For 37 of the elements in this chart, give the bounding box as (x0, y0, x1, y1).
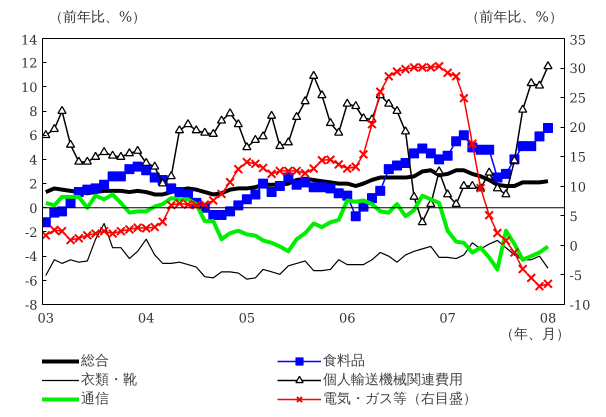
y2-tick-label: 25 (570, 92, 586, 107)
y2-tick-label: 15 (570, 150, 586, 166)
legend-label: 個人輸送機械関連費用 (323, 371, 464, 389)
y-tick-label: 10 (20, 80, 38, 96)
y-axis-title: （前年比、%） (48, 10, 146, 26)
y-tick-label: -6 (24, 274, 38, 290)
y2-tick-label: 35 (570, 34, 586, 48)
x-tick-label: 05 (238, 312, 256, 326)
x-tick-label: 04 (138, 312, 154, 326)
y2-tick-label: -10 (570, 298, 590, 314)
y2-tick-label: 20 (570, 121, 586, 136)
legend-label: 総合 (81, 352, 110, 370)
y-tick-label: 2 (29, 178, 38, 193)
x-tick-label: 03 (38, 312, 54, 326)
y-tick-label: 4 (29, 153, 38, 168)
x-axis-title: （年、月） (500, 326, 570, 343)
y2-tick-label: 0 (570, 239, 578, 254)
y2-tick-label: -5 (570, 268, 582, 284)
y-tick-label: 6 (29, 129, 38, 144)
y2-axis-title: （前年比、%） (465, 10, 563, 26)
x-tick-label: 06 (338, 312, 356, 326)
y2-tick-label: 5 (570, 210, 578, 225)
y2-tick-label: 30 (570, 62, 586, 78)
legend-label: 通信 (81, 390, 110, 408)
y-tick-label: -2 (24, 226, 38, 241)
y-tick-label: 8 (29, 105, 38, 120)
legend-label: 衣類・靴 (81, 371, 138, 389)
x-tick-label: 08 (540, 312, 556, 326)
x-tick-label: 07 (439, 312, 456, 326)
y-tick-label: -8 (24, 298, 38, 314)
legend-label: 電気・ガス等（右目盛） (323, 390, 478, 408)
y2-tick-label: 10 (570, 180, 586, 196)
legend-label: 食料品 (323, 352, 366, 370)
y-tick-label: 0 (29, 202, 38, 217)
y-tick-label: -4 (24, 250, 38, 266)
y-tick-label: 14 (20, 34, 38, 48)
y-tick-label: 12 (20, 56, 38, 72)
